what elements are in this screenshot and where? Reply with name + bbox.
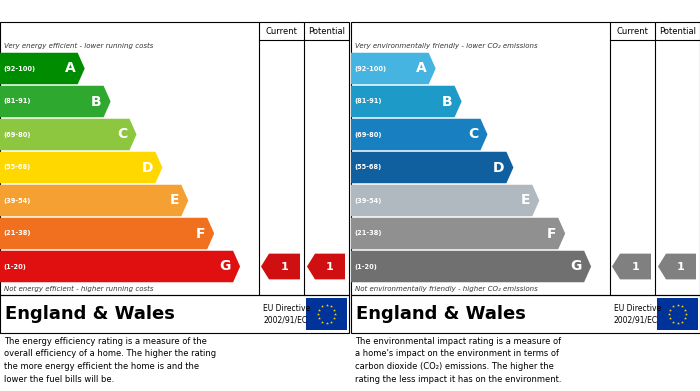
Polygon shape — [351, 119, 487, 150]
Text: (55-68): (55-68) — [3, 165, 30, 170]
Text: A: A — [65, 61, 76, 75]
Text: England & Wales: England & Wales — [5, 305, 175, 323]
Text: Environmental Impact (CO₂) Rating: Environmental Impact (CO₂) Rating — [357, 5, 589, 18]
Polygon shape — [351, 86, 461, 117]
Text: (81-91): (81-91) — [354, 99, 382, 104]
Polygon shape — [261, 254, 300, 280]
Polygon shape — [0, 86, 111, 117]
Polygon shape — [0, 218, 214, 249]
Text: Not environmentally friendly - higher CO₂ emissions: Not environmentally friendly - higher CO… — [355, 286, 538, 292]
Text: G: G — [570, 260, 582, 273]
Polygon shape — [351, 218, 565, 249]
Text: England & Wales: England & Wales — [356, 305, 526, 323]
Polygon shape — [351, 53, 435, 84]
Polygon shape — [0, 185, 188, 216]
Text: F: F — [547, 226, 556, 240]
FancyBboxPatch shape — [657, 298, 698, 330]
Text: 1: 1 — [677, 262, 685, 271]
Text: (1-20): (1-20) — [354, 264, 377, 269]
Text: Potential: Potential — [659, 27, 696, 36]
Polygon shape — [658, 254, 696, 280]
Text: G: G — [220, 260, 231, 273]
Text: (21-38): (21-38) — [354, 231, 382, 237]
Text: B: B — [442, 95, 453, 108]
Polygon shape — [307, 254, 345, 280]
Text: 1: 1 — [631, 262, 639, 271]
Text: C: C — [468, 127, 479, 142]
Polygon shape — [351, 152, 513, 183]
Text: The environmental impact rating is a measure of
a home's impact on the environme: The environmental impact rating is a mea… — [355, 337, 561, 384]
Polygon shape — [0, 251, 240, 282]
Text: A: A — [416, 61, 427, 75]
Text: E: E — [170, 194, 179, 208]
Polygon shape — [0, 119, 136, 150]
Polygon shape — [351, 251, 591, 282]
Polygon shape — [612, 254, 651, 280]
Text: EU Directive
2002/91/EC: EU Directive 2002/91/EC — [263, 303, 310, 325]
Text: C: C — [118, 127, 127, 142]
Polygon shape — [0, 53, 85, 84]
Text: (1-20): (1-20) — [3, 264, 26, 269]
Text: (81-91): (81-91) — [3, 99, 31, 104]
Text: D: D — [493, 160, 505, 174]
Text: Potential: Potential — [308, 27, 345, 36]
Text: The energy efficiency rating is a measure of the
overall efficiency of a home. T: The energy efficiency rating is a measur… — [4, 337, 216, 384]
Text: Very environmentally friendly - lower CO₂ emissions: Very environmentally friendly - lower CO… — [355, 43, 538, 49]
Text: (21-38): (21-38) — [3, 231, 31, 237]
Text: (55-68): (55-68) — [354, 165, 382, 170]
Polygon shape — [351, 185, 539, 216]
Polygon shape — [0, 152, 162, 183]
Text: (39-54): (39-54) — [354, 197, 382, 203]
Text: Not energy efficient - higher running costs: Not energy efficient - higher running co… — [4, 286, 153, 292]
Text: F: F — [196, 226, 205, 240]
Text: Current: Current — [617, 27, 648, 36]
Text: E: E — [521, 194, 531, 208]
Text: Very energy efficient - lower running costs: Very energy efficient - lower running co… — [4, 43, 153, 49]
Text: B: B — [91, 95, 101, 108]
Text: EU Directive
2002/91/EC: EU Directive 2002/91/EC — [614, 303, 661, 325]
Text: (69-80): (69-80) — [3, 131, 31, 138]
Text: 1: 1 — [281, 262, 288, 271]
Text: Current: Current — [265, 27, 298, 36]
Text: 1: 1 — [326, 262, 334, 271]
Text: (39-54): (39-54) — [3, 197, 30, 203]
Text: (69-80): (69-80) — [354, 131, 382, 138]
FancyBboxPatch shape — [306, 298, 347, 330]
Text: D: D — [142, 160, 153, 174]
Text: (92-100): (92-100) — [354, 66, 386, 72]
Text: Energy Efficiency Rating: Energy Efficiency Rating — [6, 5, 169, 18]
Text: (92-100): (92-100) — [3, 66, 35, 72]
